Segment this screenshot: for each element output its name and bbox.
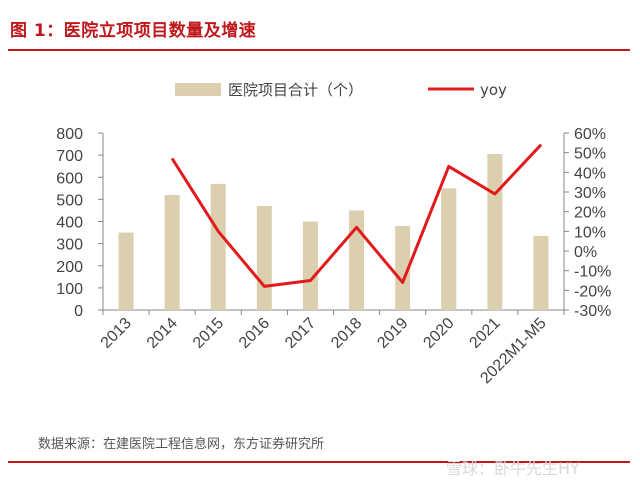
right-tick-label: 10% [574, 224, 606, 241]
bar [164, 194, 180, 310]
bar [533, 235, 549, 310]
yoy-point [540, 144, 542, 146]
x-tick-label: 2016 [236, 315, 273, 352]
x-tick-label: 2014 [144, 315, 181, 352]
left-tick-label: 400 [56, 215, 83, 232]
left-tick-label: 600 [56, 170, 83, 187]
right-tick-label: -20% [574, 283, 611, 300]
left-tick-label: 800 [56, 126, 83, 143]
x-tick-label: 2018 [328, 315, 365, 352]
top-divider [8, 49, 630, 51]
bar [349, 210, 365, 310]
right-tick-label: 60% [574, 126, 606, 143]
yoy-point [356, 226, 358, 228]
right-tick-label: 20% [574, 205, 606, 222]
legend-bar-label: 医院项目合计（个） [228, 81, 363, 99]
left-tick-label: 0 [74, 303, 83, 320]
right-tick-label: 40% [574, 165, 606, 182]
yoy-point [217, 230, 219, 232]
bar [302, 221, 318, 310]
left-tick-label: 700 [56, 148, 83, 165]
right-tick-label: 0% [574, 244, 597, 261]
x-tick-label: 2020 [420, 315, 457, 352]
right-tick-label: 50% [574, 146, 606, 163]
bar [256, 206, 272, 310]
bar [210, 183, 226, 310]
x-tick-label: 2015 [190, 315, 227, 352]
x-tick-label: 2017 [282, 315, 319, 352]
yoy-point [494, 193, 496, 195]
x-tick-label: 2013 [98, 315, 135, 352]
left-tick-label: 100 [56, 281, 83, 298]
right-tick-label: -10% [574, 264, 611, 281]
x-tick-label: 2019 [374, 315, 411, 352]
yoy-point [448, 165, 450, 167]
yoy-point [171, 158, 173, 160]
left-tick-label: 300 [56, 237, 83, 254]
bar [487, 154, 503, 310]
yoy-point [402, 281, 404, 283]
legend-bar-swatch [175, 83, 221, 96]
yoy-point [309, 280, 311, 281]
bar [395, 225, 411, 310]
source-note: 数据来源：在建医院工程信息网，东方证券研究所 [38, 437, 325, 452]
bar [118, 232, 134, 310]
right-tick-label: 30% [574, 185, 606, 202]
x-tick-label: 2021 [466, 315, 503, 352]
left-tick-label: 500 [56, 192, 83, 209]
yoy-point [263, 285, 265, 287]
bottom-divider [8, 461, 630, 463]
left-tick-label: 200 [56, 259, 83, 276]
bar [441, 188, 457, 310]
combo-chart: 0 100 200 300 400 500 600 700 800 -30% -20% -10% 0% 1… [56, 81, 611, 387]
chart-title: 图 1：医院立项项目数量及增速 [10, 21, 257, 41]
watermark: 雪球：卧牛先生HY [446, 459, 580, 478]
right-tick-label: -30% [574, 303, 611, 320]
legend-line-label: yoy [480, 81, 507, 99]
